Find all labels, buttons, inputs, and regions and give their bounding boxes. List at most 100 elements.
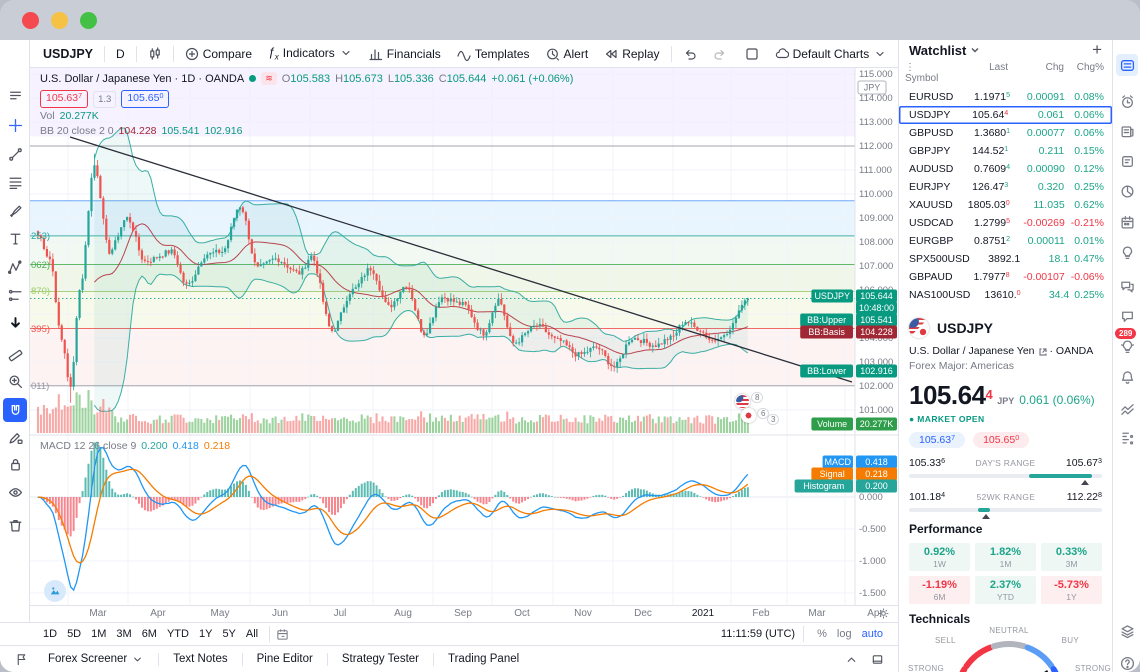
rail-private-chat-icon[interactable] <box>1116 305 1138 327</box>
range-button-1y[interactable]: 1Y <box>198 628 213 640</box>
time-axis-label[interactable]: 2021 <box>691 608 715 619</box>
log-scale-toggle[interactable]: log <box>836 628 852 640</box>
time-axis-label[interactable]: Jul <box>333 608 347 619</box>
replay-button[interactable]: Replay <box>597 44 666 64</box>
watchlist-row-usdjpy[interactable]: USDJPY 105.644 0.061 0.06% <box>899 106 1112 124</box>
tab-strategy-tester[interactable]: Strategy Tester <box>341 653 419 665</box>
watchlist-row-xauusd[interactable]: XAUUSD 1805.030 11.035 0.62% <box>909 199 1104 211</box>
tab-trading-panel[interactable]: Trading Panel <box>448 653 520 665</box>
watchlist-add-button[interactable]: + <box>1092 40 1102 59</box>
tool-text-icon[interactable] <box>3 226 27 250</box>
rail-pie-chart-icon[interactable] <box>1116 180 1138 202</box>
tool-magnet-icon[interactable] <box>3 398 27 422</box>
tool-ruler-icon[interactable] <box>3 343 27 367</box>
tool-trend-line-icon[interactable] <box>3 142 27 166</box>
event-us-flag-icon[interactable] <box>735 394 750 409</box>
rail-data-window-icon[interactable] <box>1116 426 1138 448</box>
bid-price-pill[interactable]: 105.637 <box>909 432 966 448</box>
window-maximize-button[interactable] <box>80 11 97 29</box>
rail-watchlist-icon[interactable] <box>1116 54 1138 76</box>
watchlist-row-spx500usd[interactable]: SPX500USD 3892.1 18.1 0.47% <box>909 253 1104 265</box>
redo-button[interactable] <box>706 44 734 64</box>
time-axis-settings-icon[interactable] <box>877 607 890 623</box>
rail-object-tree-icon[interactable] <box>1116 398 1138 420</box>
tool-hide-all-icon[interactable] <box>3 480 27 504</box>
undo-button[interactable] <box>676 44 704 64</box>
axis-unit-toggle[interactable] <box>857 80 887 95</box>
range-button-6m[interactable]: 6M <box>141 628 157 640</box>
time-axis-label[interactable]: Dec <box>634 608 652 619</box>
chart-style-button[interactable] <box>141 44 169 64</box>
tab-forex-screener[interactable]: Forex Screener <box>34 648 158 671</box>
layout-select-button[interactable] <box>738 44 766 64</box>
go-to-date-icon[interactable] <box>276 628 289 641</box>
watchlist-row-eurgbp[interactable]: EURGBP 0.87512 0.00011 0.01% <box>909 235 1104 247</box>
range-button-1d[interactable]: 1D <box>43 628 58 640</box>
macd-legend[interactable]: MACD 12 26 close 9 0.200 0.418 0.218 <box>40 440 231 452</box>
bid-ask-row[interactable]: 105.637 1.3 105.650 <box>40 90 170 108</box>
financials-button[interactable]: Financials <box>362 44 448 64</box>
watchlist-row-gbpjpy[interactable]: GBPJPY 144.521 0.211 0.15% <box>909 145 1104 157</box>
detail-full-name[interactable]: U.S. Dollar / Japanese Yen <box>909 345 1035 357</box>
time-axis-label[interactable]: Mar <box>89 608 107 619</box>
rail-public-chat-icon[interactable] <box>1116 275 1138 297</box>
price-chart-canvas[interactable]: 115.000 114.000 113.000 112.000 111.000 110.0… <box>30 68 898 605</box>
rail-ideas-icon[interactable] <box>1116 241 1138 263</box>
window-close-button[interactable] <box>22 11 39 29</box>
quick-panel-icon[interactable] <box>8 653 34 666</box>
interval-button[interactable]: D <box>116 46 125 61</box>
col-chg[interactable]: Chg <box>1045 62 1064 73</box>
volume-legend[interactable]: Vol 20.277K <box>40 110 99 122</box>
time-axis-label[interactable]: Oct <box>514 608 530 619</box>
watchlist-row-usdcad[interactable]: USDCAD 1.27995 -0.00269 -0.21% <box>909 217 1104 229</box>
clock-utc[interactable]: 11:11:59 (UTC) <box>720 628 796 640</box>
collapse-panel-icon[interactable] <box>838 653 864 666</box>
col-symbol[interactable]: ⋮ Symbol <box>905 62 939 84</box>
compare-button[interactable]: Compare <box>178 44 259 64</box>
main-menu-button[interactable] <box>3 83 27 107</box>
tool-trash-icon[interactable] <box>3 513 27 537</box>
watchlist-row-eurusd[interactable]: EURUSD 1.19715 0.00091 0.08% <box>909 91 1104 103</box>
tool-arrow-down-icon[interactable] <box>3 311 27 335</box>
rail-alerts-icon[interactable] <box>1116 90 1138 112</box>
symbol-search-button[interactable]: USDJPY <box>43 46 94 61</box>
rail-streams-icon[interactable] <box>1116 335 1138 357</box>
tab-pine-editor[interactable]: Pine Editor <box>256 653 313 665</box>
range-button-5y[interactable]: 5Y <box>222 628 236 640</box>
watchlist-row-eurjpy[interactable]: EURJPY 126.473 0.320 0.25% <box>909 181 1104 193</box>
rail-news-icon[interactable] <box>1116 120 1138 142</box>
time-axis-label[interactable]: Apr <box>150 608 166 619</box>
save-layout-button[interactable]: Default Charts <box>768 44 895 64</box>
rail-layers-icon[interactable] <box>1116 620 1138 642</box>
range-button-ytd[interactable]: YTD <box>166 628 189 640</box>
watchlist-title[interactable]: Watchlist <box>909 42 967 58</box>
auto-scale-toggle[interactable]: auto <box>861 628 883 640</box>
rail-notifications-icon[interactable] <box>1116 366 1138 388</box>
time-axis-label[interactable]: Sep <box>454 608 472 619</box>
rail-economic-calendar-icon[interactable] <box>1116 211 1138 233</box>
maximize-panel-icon[interactable] <box>864 653 890 666</box>
time-axis-label[interactable]: Mar <box>808 608 826 619</box>
tool-lock-all-icon[interactable] <box>3 452 27 476</box>
alert-button[interactable]: Alert <box>539 44 596 64</box>
window-minimize-button[interactable] <box>51 11 68 29</box>
col-last[interactable]: Last <box>989 62 1008 73</box>
range-button-all[interactable]: All <box>245 628 259 640</box>
tool-fib-retracement-icon[interactable] <box>3 170 27 194</box>
watchlist-row-gbpaud[interactable]: GBPAUD 1.79778 -0.00107 -0.06% <box>909 271 1104 283</box>
publish-idea-bubble[interactable] <box>44 580 66 602</box>
time-axis[interactable]: Mar Apr May Jun Jul Aug Sep Oct Nov Dec 2021 Feb Mar… <box>30 605 898 622</box>
bb-legend[interactable]: BB 20 close 2 0 104.228 105.541 102.916 <box>40 125 243 137</box>
range-button-3m[interactable]: 3M <box>116 628 132 640</box>
time-axis-label[interactable]: May <box>210 608 230 619</box>
tool-crosshair-icon[interactable] <box>3 113 27 137</box>
watchlist-row-nas100usd[interactable]: NAS100USD 13610.0 34.4 0.25% <box>909 289 1104 301</box>
time-axis-label[interactable]: Aug <box>394 608 412 619</box>
tool-brush-icon[interactable] <box>3 198 27 222</box>
range-button-1m[interactable]: 1M <box>91 628 107 640</box>
watchlist-row-audusd[interactable]: AUDUSD 0.76094 0.00090 0.12% <box>909 163 1104 175</box>
rail-help-icon[interactable] <box>1116 652 1138 672</box>
chart-area[interactable]: 115.000 114.000 113.000 112.000 111.000 110.0… <box>30 68 898 605</box>
ask-price-pill[interactable]: 105.650 <box>973 432 1030 448</box>
indicators-button[interactable]: ƒx Indicators <box>261 42 360 64</box>
